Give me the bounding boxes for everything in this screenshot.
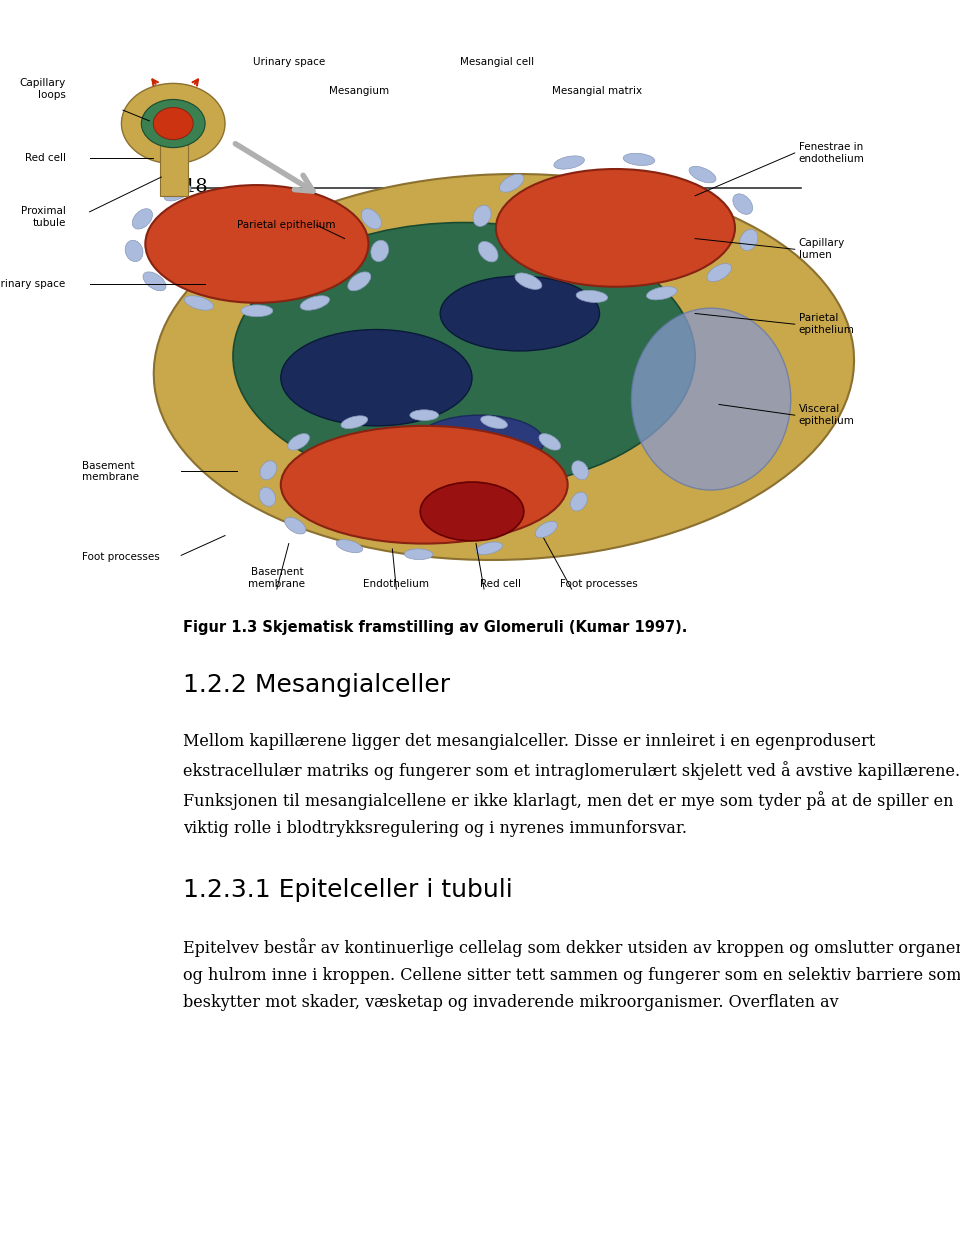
Ellipse shape [570, 492, 588, 511]
Text: Endothelium: Endothelium [363, 579, 429, 589]
Text: Mesangial matrix: Mesangial matrix [552, 86, 642, 96]
Text: Visceral
epithelium: Visceral epithelium [799, 404, 854, 426]
Ellipse shape [280, 426, 567, 544]
Ellipse shape [417, 415, 543, 468]
Ellipse shape [280, 330, 472, 426]
Ellipse shape [539, 433, 561, 451]
Ellipse shape [623, 154, 655, 165]
Ellipse shape [404, 549, 433, 559]
Ellipse shape [285, 517, 306, 534]
Ellipse shape [233, 223, 695, 490]
Ellipse shape [341, 415, 368, 428]
Text: Mesangial cell: Mesangial cell [460, 57, 534, 67]
Ellipse shape [515, 273, 541, 290]
Ellipse shape [576, 291, 608, 302]
Text: Red cell: Red cell [25, 154, 65, 164]
Ellipse shape [554, 156, 585, 169]
Ellipse shape [288, 433, 309, 451]
Ellipse shape [122, 83, 225, 164]
Text: Mesangium: Mesangium [328, 86, 389, 96]
Text: Basement
membrane: Basement membrane [82, 461, 138, 482]
Ellipse shape [473, 205, 492, 227]
Ellipse shape [410, 410, 439, 421]
Text: Foot processes: Foot processes [82, 551, 159, 562]
Ellipse shape [632, 308, 791, 490]
Ellipse shape [371, 240, 389, 262]
Ellipse shape [141, 99, 205, 147]
Text: Capillary
lumen: Capillary lumen [799, 238, 845, 261]
Text: 1.2.2 Mesangialceller: 1.2.2 Mesangialceller [183, 672, 450, 696]
Ellipse shape [145, 185, 369, 303]
Ellipse shape [259, 487, 276, 506]
Text: Epitelvev består av kontinuerlige cellelag som dekker utsiden av kroppen og omsl: Epitelvev består av kontinuerlige cellel… [183, 938, 960, 1011]
Ellipse shape [689, 166, 716, 183]
Text: Parietal
epithelium: Parietal epithelium [799, 313, 854, 335]
Ellipse shape [154, 174, 854, 560]
Ellipse shape [348, 272, 371, 291]
Ellipse shape [164, 185, 191, 201]
Text: Proximal
tubule: Proximal tubule [21, 206, 65, 228]
Ellipse shape [336, 540, 363, 553]
Ellipse shape [475, 541, 502, 554]
Ellipse shape [481, 415, 508, 428]
Ellipse shape [132, 209, 153, 229]
Ellipse shape [646, 287, 677, 300]
Ellipse shape [707, 263, 732, 282]
Ellipse shape [496, 169, 735, 287]
Text: 18: 18 [183, 179, 208, 196]
Ellipse shape [740, 229, 757, 251]
Text: Parietal epithelium: Parietal epithelium [237, 220, 335, 230]
Ellipse shape [143, 272, 166, 291]
Text: Mellom kapillærene ligger det mesangialceller. Disse er innleiret i en egenprodu: Mellom kapillærene ligger det mesangialc… [183, 733, 960, 837]
Text: Fenestrae in
endothelium: Fenestrae in endothelium [799, 142, 865, 164]
Ellipse shape [499, 174, 524, 193]
Text: Red cell: Red cell [480, 579, 521, 589]
Ellipse shape [732, 194, 753, 214]
Ellipse shape [154, 107, 193, 140]
Ellipse shape [260, 461, 276, 480]
Ellipse shape [440, 276, 599, 351]
Text: Foot processes: Foot processes [560, 579, 637, 589]
Text: Urinary space: Urinary space [252, 57, 325, 67]
Text: Capillary
loops: Capillary loops [19, 78, 65, 99]
Text: Urinary space: Urinary space [0, 279, 65, 290]
Text: Figur 1.3 Skjematisk framstilling av Glomeruli (Kumar 1997).: Figur 1.3 Skjematisk framstilling av Glo… [183, 621, 687, 636]
Ellipse shape [420, 482, 524, 541]
Ellipse shape [241, 305, 273, 317]
Ellipse shape [536, 521, 558, 538]
Ellipse shape [300, 296, 329, 310]
Text: 1.2.3.1 Epitelceller i tubuli: 1.2.3.1 Epitelceller i tubuli [183, 879, 513, 903]
Ellipse shape [184, 296, 213, 310]
Text: Basement
membrane: Basement membrane [249, 568, 305, 589]
Ellipse shape [361, 209, 381, 229]
Ellipse shape [572, 461, 588, 480]
Ellipse shape [478, 242, 498, 262]
Bar [159, 128, 188, 196]
Ellipse shape [125, 240, 143, 262]
